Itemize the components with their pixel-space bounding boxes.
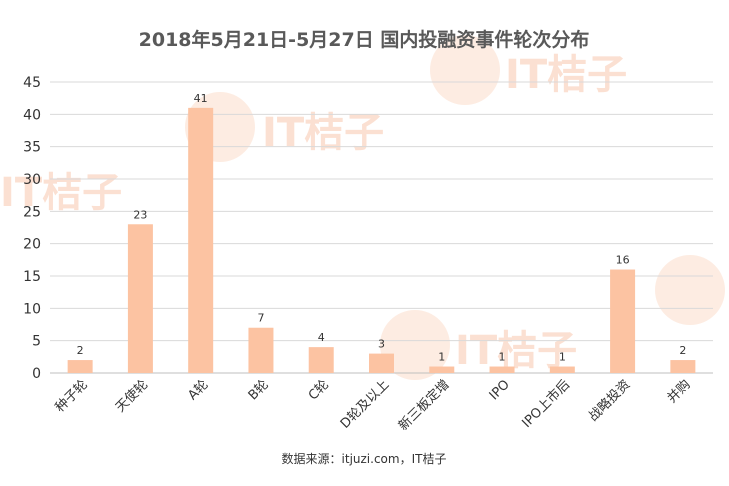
bars xyxy=(67,107,696,373)
x-tick-label: 天使轮 xyxy=(112,377,151,416)
bar xyxy=(610,269,636,373)
bar xyxy=(670,360,696,373)
data-label: 4 xyxy=(318,331,325,344)
y-tick-label: 40 xyxy=(23,107,41,123)
x-tick-label: 新三板定增 xyxy=(395,377,452,434)
x-tick-label: A轮 xyxy=(185,377,211,403)
y-tick-label: 0 xyxy=(32,366,41,382)
bar xyxy=(67,360,93,373)
watermark-text: IT桔子 xyxy=(455,328,578,374)
bar xyxy=(429,366,455,373)
data-label: 1 xyxy=(499,351,506,364)
bar xyxy=(188,107,214,373)
bar xyxy=(369,353,394,373)
x-tick-label: 种子轮 xyxy=(53,377,91,415)
watermark-text: IT桔子 xyxy=(262,110,385,156)
y-tick-label: 10 xyxy=(23,301,41,317)
y-tick-label: 20 xyxy=(23,237,41,253)
chart-title: 2018年5月21日-5月27日 国内投融资事件轮次分布 xyxy=(139,28,590,51)
x-tick-label: 并购 xyxy=(664,377,694,407)
data-label: 1 xyxy=(438,351,445,364)
data-label: 41 xyxy=(194,92,208,105)
x-tick-label: B轮 xyxy=(246,377,272,403)
data-label: 1 xyxy=(559,351,566,364)
x-tick-label: 战略投资 xyxy=(585,377,633,425)
bar xyxy=(489,366,515,373)
y-tick-label: 30 xyxy=(23,172,41,188)
bar xyxy=(248,327,274,373)
bar xyxy=(308,347,334,373)
data-label: 7 xyxy=(257,312,264,325)
bar xyxy=(549,366,575,373)
y-tick-label: 35 xyxy=(23,140,41,156)
watermark-orange-icon xyxy=(655,255,725,325)
y-tick-label: 45 xyxy=(23,75,41,91)
x-tick-label: D轮及以上 xyxy=(338,377,392,431)
bar xyxy=(127,224,153,373)
data-label: 23 xyxy=(133,208,147,221)
y-axis-ticks: 0 5 10 15 20 25 30 35 40 45 xyxy=(23,75,41,382)
data-label: 2 xyxy=(77,344,84,357)
watermark-text: IT桔子 xyxy=(505,52,628,98)
x-tick-label: IPO上市后 xyxy=(519,377,573,431)
source-note: 数据来源：itjuzi.com，IT桔子 xyxy=(282,451,447,466)
y-tick-label: 15 xyxy=(23,269,41,285)
data-label: 16 xyxy=(616,254,630,267)
value-labels: 2 23 41 7 4 3 1 1 1 16 2 xyxy=(77,92,687,364)
y-tick-label: 25 xyxy=(23,204,41,220)
data-label: 3 xyxy=(378,338,385,351)
data-label: 2 xyxy=(679,344,686,357)
watermark-text: IT桔子 xyxy=(0,170,123,216)
x-tick-label: IPO xyxy=(487,377,513,403)
y-tick-label: 5 xyxy=(32,334,41,350)
watermark-orange-icon xyxy=(430,35,500,105)
x-tick-label: C轮 xyxy=(306,377,332,403)
x-axis-ticks: 种子轮 天使轮 A轮 B轮 C轮 D轮及以上 新三板定增 IPO IPO上市后 战略投资 并购 xyxy=(53,377,694,434)
